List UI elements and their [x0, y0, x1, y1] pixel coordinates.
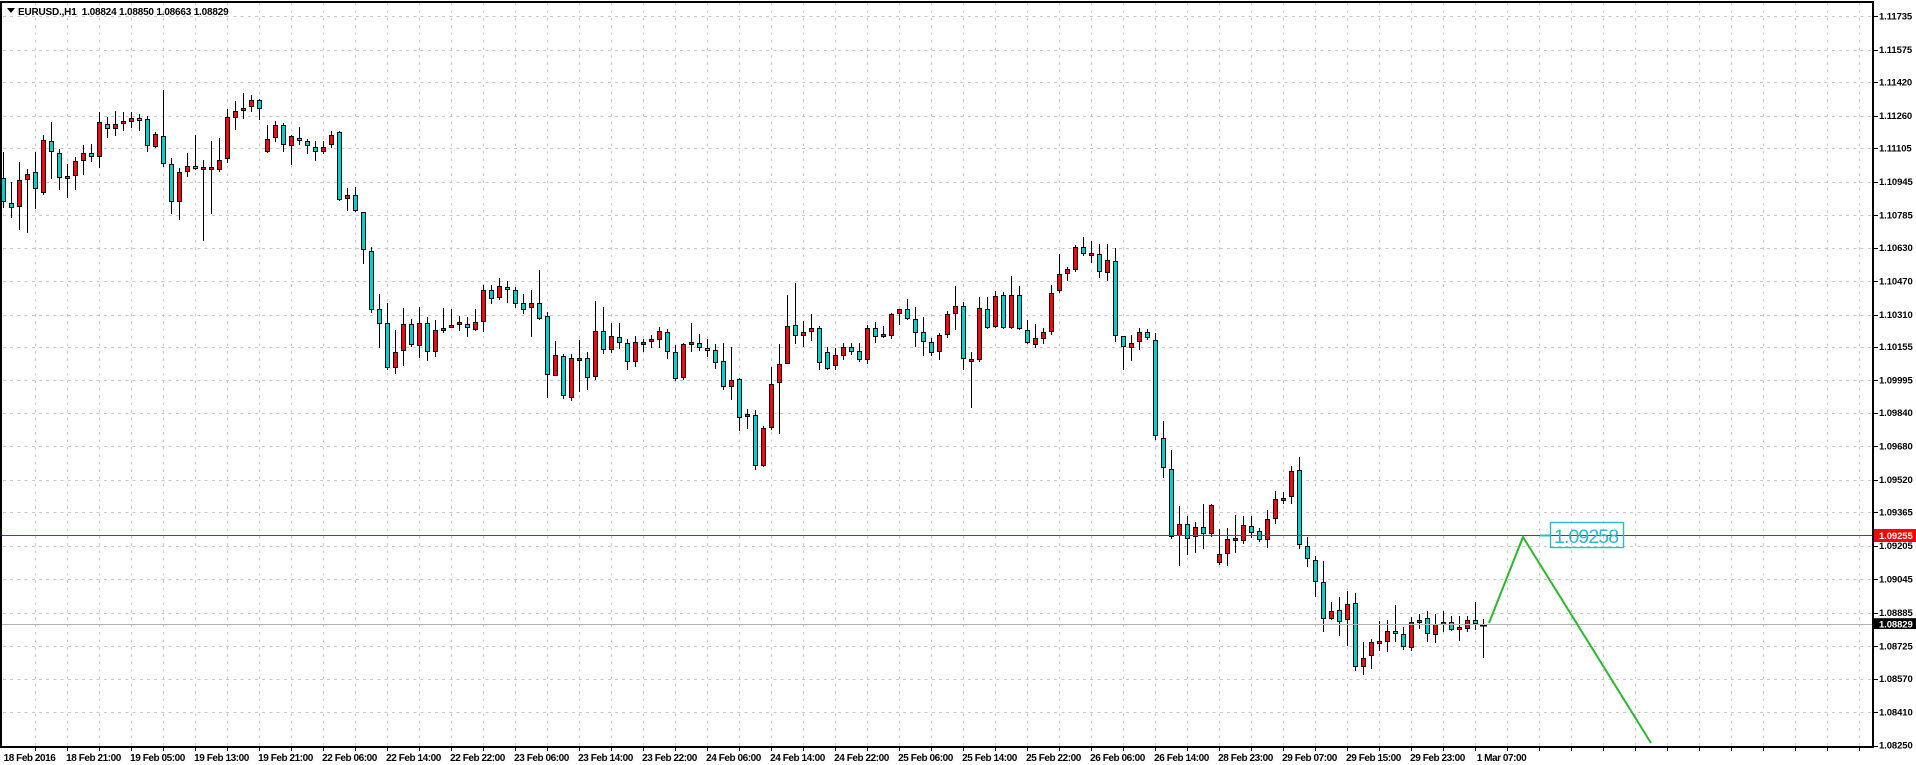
svg-text:29 Feb 07:00: 29 Feb 07:00: [1282, 753, 1338, 764]
svg-text:24 Feb 14:00: 24 Feb 14:00: [770, 753, 826, 764]
svg-text:1.10630: 1.10630: [1879, 243, 1913, 254]
svg-text:22 Feb 06:00: 22 Feb 06:00: [322, 753, 378, 764]
svg-text:18 Feb 2016: 18 Feb 2016: [4, 753, 57, 764]
svg-text:1.11575: 1.11575: [1879, 45, 1913, 56]
svg-text:1.10470: 1.10470: [1879, 276, 1913, 287]
svg-text:23 Feb 14:00: 23 Feb 14:00: [578, 753, 634, 764]
svg-text:1 Mar 07:00: 1 Mar 07:00: [1477, 753, 1527, 764]
svg-text:25 Feb 06:00: 25 Feb 06:00: [898, 753, 954, 764]
svg-text:24 Feb 06:00: 24 Feb 06:00: [706, 753, 762, 764]
svg-text:1.11105: 1.11105: [1879, 144, 1912, 155]
svg-text:1.10155: 1.10155: [1879, 342, 1913, 353]
svg-text:29 Feb 15:00: 29 Feb 15:00: [1346, 753, 1402, 764]
svg-text:1.09205: 1.09205: [1879, 541, 1913, 552]
svg-text:1.08829: 1.08829: [1879, 620, 1913, 631]
svg-text:24 Feb 22:00: 24 Feb 22:00: [834, 753, 890, 764]
svg-text:19 Feb 13:00: 19 Feb 13:00: [194, 753, 250, 764]
svg-text:1.09995: 1.09995: [1879, 376, 1913, 387]
svg-text:25 Feb 14:00: 25 Feb 14:00: [962, 753, 1018, 764]
svg-text:1.11420: 1.11420: [1879, 78, 1912, 89]
svg-text:1.09520: 1.09520: [1879, 475, 1913, 486]
svg-text:29 Feb 23:00: 29 Feb 23:00: [1410, 753, 1466, 764]
svg-text:1.09840: 1.09840: [1879, 408, 1913, 419]
svg-text:EURUSD.,H1 1.08824 1.08850 1.: EURUSD.,H1 1.08824 1.08850 1.08663 1.088…: [18, 7, 229, 18]
svg-text:1.08725: 1.08725: [1879, 641, 1913, 652]
svg-text:1.08885: 1.08885: [1879, 608, 1913, 619]
svg-text:1.09045: 1.09045: [1879, 574, 1913, 585]
svg-text:1.11735: 1.11735: [1879, 12, 1913, 23]
svg-text:22 Feb 14:00: 22 Feb 14:00: [386, 753, 442, 764]
svg-text:23 Feb 22:00: 23 Feb 22:00: [642, 753, 698, 764]
svg-text:1.10310: 1.10310: [1879, 310, 1913, 321]
svg-text:18 Feb 21:00: 18 Feb 21:00: [66, 753, 122, 764]
svg-text:1.09255: 1.09255: [1879, 531, 1913, 542]
svg-text:1.10785: 1.10785: [1879, 210, 1913, 221]
svg-text:1.10945: 1.10945: [1879, 177, 1913, 188]
svg-text:19 Feb 05:00: 19 Feb 05:00: [130, 753, 186, 764]
svg-text:1.09365: 1.09365: [1879, 508, 1913, 519]
svg-text:1.08570: 1.08570: [1879, 674, 1913, 685]
svg-text:28 Feb 23:00: 28 Feb 23:00: [1218, 753, 1274, 764]
svg-text:25 Feb 22:00: 25 Feb 22:00: [1026, 753, 1082, 764]
svg-text:1.11260: 1.11260: [1879, 111, 1912, 122]
svg-text:1.08410: 1.08410: [1879, 707, 1913, 718]
svg-text:26 Feb 06:00: 26 Feb 06:00: [1090, 753, 1146, 764]
svg-text:1.08250: 1.08250: [1879, 741, 1913, 752]
svg-text:23 Feb 06:00: 23 Feb 06:00: [514, 753, 570, 764]
svg-text:19 Feb 21:00: 19 Feb 21:00: [258, 753, 314, 764]
svg-text:1.09680: 1.09680: [1879, 442, 1913, 453]
svg-text:22 Feb 22:00: 22 Feb 22:00: [450, 753, 506, 764]
svg-text:26 Feb 14:00: 26 Feb 14:00: [1154, 753, 1210, 764]
svg-text:1.09258: 1.09258: [1554, 526, 1618, 548]
